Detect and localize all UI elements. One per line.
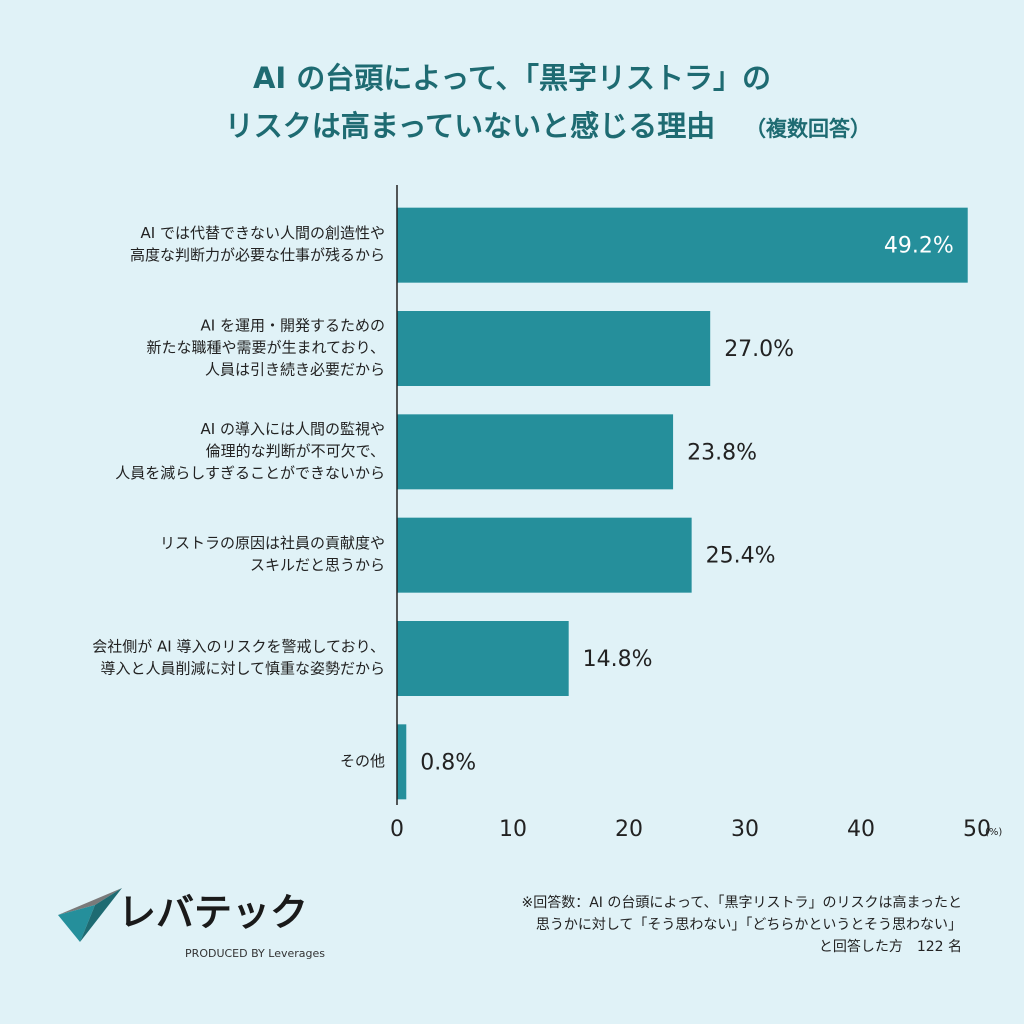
logo-shape [80,888,122,942]
y-tick-label: AI を運用・開発するための [201,317,385,335]
x-tick-label: 20 [615,817,643,842]
x-tick-label: 10 [499,817,527,842]
y-tick-label: AI の導入には人間の監視や [201,420,385,438]
logo-shape [58,888,122,915]
y-tick-label: 人員は引き続き必要だから [205,361,385,379]
y-tick-label: 新たな職種や需要が生まれており、 [146,339,385,357]
x-tick-label: 30 [731,817,759,842]
x-tick-label: 40 [847,817,875,842]
logo-shape [58,905,95,942]
y-tick-label: 導入と人員削減に対して慎重な姿勢だから [100,660,385,678]
chart-subtitle: （複数回答） [745,117,871,141]
x-tick-label: 50 [963,817,991,842]
y-tick-label: 会社側が AI 導入のリスクを警戒しており、 [92,638,385,656]
y-tick-label: AI では代替できない人間の創造性や [141,224,385,242]
y-tick-label: リストラの原因は社員の貢献度や [160,534,385,552]
bar [397,517,692,593]
value-label: 0.8% [420,750,476,775]
footnote: 思うかに対して「そう思わない」「どちらかというとそう思わない」 [536,917,962,933]
logo-tagline: PRODUCED BY Leverages [185,947,325,960]
footnote: ※回答数：AI の台頭によって、「黒字リストラ」のリスクは高まったと [521,894,962,911]
bar [397,311,711,386]
footnote: と回答した方 122 名 [819,938,962,955]
logo: レバテック PRODUCED BY Leverages [58,888,325,960]
bar [397,724,407,800]
logo-name: レバテック [118,891,308,935]
value-label: 27.0% [724,337,794,362]
y-tick-label: その他 [340,752,385,770]
value-label: 49.2% [884,234,954,259]
bar [397,414,674,490]
y-tick-label: 人員を減らしすぎることができないから [115,464,385,482]
chart-title: リスクは高まっていないと感じる理由 [225,109,715,143]
y-tick-label: スキルだと思うから [250,556,385,574]
y-tick-label: 高度な判断力が必要な仕事が残るから [130,246,385,264]
chart-title: AI の台頭によって、「黒字リストラ」の [253,61,771,95]
x-unit: (%) [985,827,1002,838]
bar [397,621,569,696]
value-label: 14.8% [583,647,653,672]
y-tick-label: 倫理的な判断が不可欠で、 [206,442,385,460]
x-tick-label: 0 [390,817,404,842]
bar [397,207,968,283]
value-label: 23.8% [687,440,757,465]
value-label: 25.4% [706,544,776,569]
